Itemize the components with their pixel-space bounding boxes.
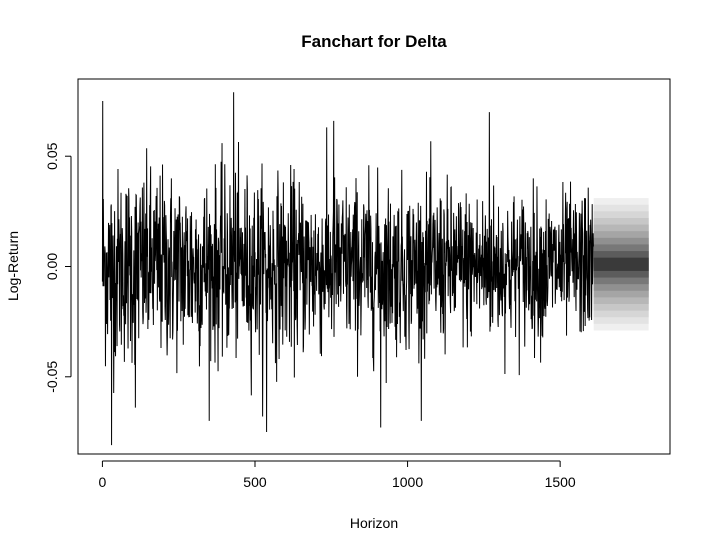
x-tick-label: 1500	[545, 474, 576, 490]
y-axis: -0.05 0.00 0.05	[44, 142, 72, 393]
plot-frame	[77, 78, 671, 455]
y-tick-label: 0.00	[44, 253, 60, 280]
fan-bands	[593, 198, 649, 331]
x-tick-label: 0	[99, 474, 107, 490]
x-axis: 0 500 1000 1500	[99, 460, 576, 490]
y-tick-label: -0.05	[44, 361, 60, 393]
fan-band	[593, 257, 649, 271]
series-line-log-return	[101, 92, 594, 446]
x-tick-label: 500	[243, 474, 267, 490]
chart-title: Fanchart for Delta	[301, 32, 447, 51]
x-tick-label: 1000	[392, 474, 423, 490]
x-axis-label: Horizon	[350, 515, 398, 531]
y-tick-label: 0.05	[44, 142, 60, 169]
y-axis-label: Log-Return	[5, 231, 21, 301]
